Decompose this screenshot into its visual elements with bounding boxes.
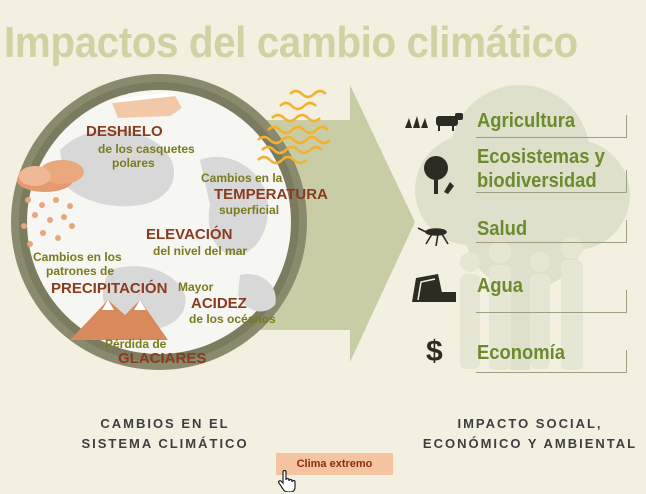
heat-waves-icon: [257, 89, 331, 165]
label-temp-detail-1: Cambios en la: [201, 171, 283, 185]
extreme-climate-button[interactable]: Clima extremo: [276, 453, 393, 475]
impact-ecosistemas-2: biodiversidad: [477, 170, 597, 192]
impact-bracket-salud: [476, 220, 627, 243]
impact-bracket-ecosistemas: [476, 170, 627, 193]
hand-cursor-icon: [278, 470, 296, 492]
impact-bracket-agricultura: [476, 115, 627, 138]
impact-economia: Economía: [477, 342, 565, 364]
ice-cap-icon: [112, 92, 182, 118]
label-sea-level-detail: del nivel del mar: [153, 244, 248, 258]
label-acidity: ACIDEZ: [191, 295, 247, 312]
page-title: Impactos del cambio climático: [4, 18, 578, 67]
label-melting-detail-1: de los casquetes: [98, 142, 195, 156]
label-precipitation: PRECIPITACIÓN: [51, 280, 168, 297]
impact-bracket-agua: [476, 290, 627, 313]
mosquito-icon: [417, 227, 449, 247]
label-acid-detail-2: de los océanos: [189, 312, 276, 326]
label-glaciers: GLACIARES: [118, 350, 207, 367]
footer-right-line-1: IMPACTO SOCIAL,: [457, 416, 603, 431]
crops-cow-icon: [405, 113, 463, 131]
tree-animal-icon: [424, 156, 454, 194]
impact-agricultura: Agricultura: [477, 110, 576, 132]
footer-left: CAMBIOS EN EL SISTEMA CLIMÁTICO: [60, 414, 270, 453]
footer-right-line-2: ECONÓMICO Y AMBIENTAL: [422, 435, 638, 451]
impact-agua: Agua: [477, 275, 523, 297]
dollar-icon: $: [426, 335, 443, 368]
water-icon: [412, 274, 456, 302]
label-melting-detail-2: polares: [112, 156, 155, 170]
footer-right: IMPACTO SOCIAL, ECONÓMICO Y AMBIENTAL: [415, 414, 645, 453]
footer-left-line-1: CAMBIOS EN EL: [100, 416, 230, 431]
label-acid-detail-1: Mayor: [178, 280, 214, 294]
footer-left-line-2: SISTEMA CLIMÁTICO: [81, 435, 249, 451]
label-temperature: TEMPERATURA: [214, 186, 328, 203]
impact-salud: Salud: [477, 218, 528, 240]
label-precip-detail-2: patrones de: [46, 264, 115, 278]
rain-cloud-icon: [17, 160, 84, 247]
impact-ecosistemas-1: Ecosistemas y: [477, 146, 605, 168]
impact-bracket-economia: [476, 350, 627, 373]
label-glacier-detail: Pérdida de: [105, 337, 167, 351]
continents: [60, 129, 276, 331]
label-precip-detail-1: Cambios en los: [33, 250, 122, 264]
label-sea-level: ELEVACIÓN: [146, 226, 233, 243]
label-temp-detail-2: superficial: [219, 203, 280, 217]
people-silhouette: [460, 237, 583, 370]
mountain-icon: [70, 300, 168, 340]
label-melting: DESHIELO: [86, 123, 163, 140]
